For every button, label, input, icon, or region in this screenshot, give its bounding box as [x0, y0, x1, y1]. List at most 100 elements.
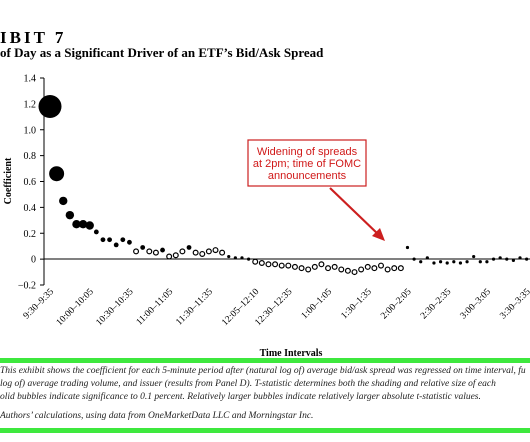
data-point: [38, 94, 62, 118]
y-tick-label: 0.8: [24, 151, 37, 162]
annotation-arrowhead: [372, 228, 385, 241]
data-point: [192, 249, 199, 256]
data-point: [140, 245, 146, 250]
data-point: [491, 257, 496, 261]
data-point: [199, 250, 206, 257]
data-point: [397, 265, 404, 272]
data-point: [391, 265, 398, 272]
data-point: [120, 237, 126, 243]
data-point: [325, 265, 332, 272]
data-point: [65, 210, 75, 220]
x-tick-label: 10:00–10:05: [55, 287, 96, 328]
data-point: [252, 258, 259, 265]
data-point: [432, 261, 436, 265]
y-tick-label: 0.2: [24, 229, 37, 240]
data-point: [265, 261, 272, 268]
annotation-box: [247, 139, 367, 187]
data-point: [465, 260, 469, 264]
data-point: [472, 254, 476, 259]
note-line-1: This exhibit shows the coefficient for e…: [0, 366, 526, 376]
data-point: [445, 261, 449, 265]
data-point: [371, 265, 378, 272]
data-point: [186, 245, 192, 250]
x-tick-label: 2:30–2:35: [419, 287, 453, 321]
note-line-2: log of) average trading volume, and issu…: [0, 379, 496, 389]
data-point: [525, 257, 529, 261]
fomc-annotation: Widening of spreads at 2pm; time of FOMC…: [247, 139, 385, 241]
data-point: [179, 248, 186, 255]
x-tick-label: 9:30–9:35: [22, 287, 56, 321]
x-tick-label: 1:30–1:35: [340, 287, 374, 321]
data-point: [285, 262, 292, 269]
x-tick-label: 2:00–2:05: [379, 287, 413, 321]
data-point: [438, 260, 443, 264]
y-axis-label: Coefficient: [3, 157, 14, 204]
data-point: [405, 245, 410, 250]
data-point: [133, 248, 140, 255]
data-point: [100, 237, 106, 243]
x-tick-label: 11:30–11:35: [174, 287, 215, 328]
note-line-3: olid bubbles indicate significance to 0.…: [0, 392, 481, 402]
data-point: [378, 262, 385, 269]
data-point: [160, 247, 165, 253]
data-point: [72, 219, 81, 229]
data-point: [291, 263, 298, 270]
data-point: [331, 263, 338, 270]
data-point: [233, 256, 237, 260]
data-point: [384, 266, 391, 273]
x-axis-label: Time Intervals: [260, 348, 323, 359]
y-tick-label: 1.4: [24, 74, 37, 85]
data-point: [318, 261, 325, 268]
data-point: [338, 266, 345, 273]
x-tick-label: 11:00–11:05: [135, 287, 176, 328]
data-point: [219, 249, 226, 256]
annotation-arrow-shaft: [329, 187, 381, 237]
data-point: [511, 258, 515, 263]
annotation-line-2: at 2pm; time of FOMC: [253, 158, 361, 170]
data-point: [458, 261, 463, 265]
y-tick-label: 0.6: [24, 177, 37, 188]
data-point: [344, 267, 351, 274]
chart-svg: 1.4 1.2 1.0 0.8 0.6 0.4 0.2 0 −0.2 9:30–9:3510:0…: [3, 74, 530, 359]
data-point: [247, 257, 251, 261]
chart-title: of Day as a Significant Driver of an ETF…: [0, 45, 324, 60]
data-point: [485, 260, 489, 264]
data-point: [240, 256, 244, 260]
data-point: [258, 260, 265, 267]
x-tick-label: 3:30–3:35: [498, 287, 530, 321]
data-point: [146, 248, 153, 255]
data-point: [78, 219, 88, 229]
y-tick-label: 1.2: [24, 99, 37, 110]
y-tick-label: 0: [31, 255, 36, 266]
data-point: [113, 242, 119, 248]
data-point: [272, 261, 279, 268]
data-point: [166, 253, 173, 260]
data-point: [419, 260, 423, 264]
source-band: Authors’ calculations, using data from O…: [0, 410, 530, 433]
data-point: [152, 249, 159, 256]
data-point: [518, 256, 522, 260]
annotation-line-3: announcements: [268, 170, 347, 182]
data-point: [498, 256, 502, 260]
data-point: [85, 221, 94, 230]
data-point: [172, 252, 179, 259]
data-point: [478, 260, 482, 264]
data-point: [364, 263, 371, 270]
data-point: [358, 266, 365, 273]
data-point: [93, 229, 99, 235]
source-line: Authors’ calculations, using data from O…: [0, 411, 314, 421]
data-point: [205, 248, 212, 255]
data-point: [425, 256, 429, 260]
y-tick-label: 1.0: [24, 125, 37, 136]
data-point: [278, 262, 285, 269]
data-point: [452, 260, 456, 264]
y-tick-label: 0.4: [24, 203, 37, 214]
y-tick-group: 1.4 1.2 1.0 0.8 0.6 0.4 0.2 0 −0.2: [18, 74, 44, 292]
data-point: [127, 239, 132, 245]
data-point: [59, 196, 68, 206]
notes-band: This exhibit shows the coefficient for e…: [0, 358, 530, 415]
exhibit-label: IBIT 7: [0, 28, 67, 47]
x-tick-label: 10:30–10:35: [95, 287, 136, 328]
data-point: [298, 265, 305, 272]
